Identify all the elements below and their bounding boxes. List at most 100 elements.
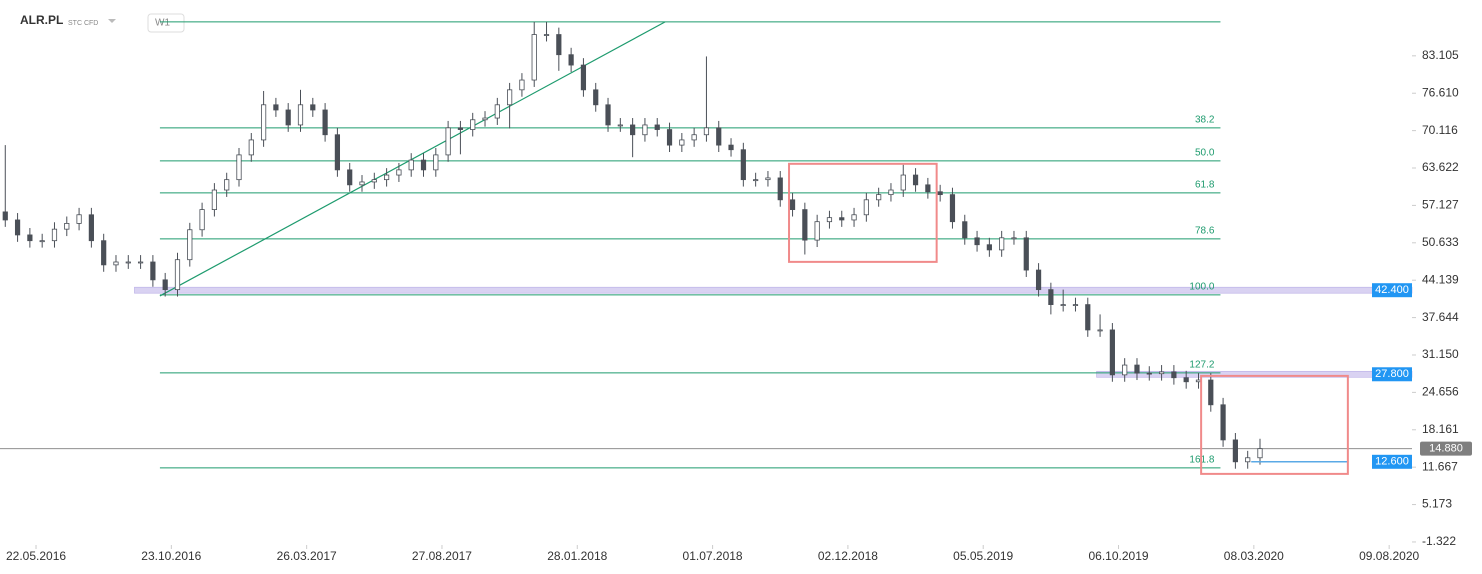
interval: W1 <box>155 18 170 29</box>
y-tick-label: 5.173 <box>1422 497 1452 511</box>
candle-body <box>556 34 562 56</box>
candle-body <box>297 104 304 126</box>
x-tick-label: 26.03.2017 <box>277 549 337 563</box>
candle-body <box>1208 379 1214 406</box>
candle-body <box>322 109 328 136</box>
candle-body <box>851 214 857 221</box>
candle-body <box>334 134 341 171</box>
candle-body <box>248 139 254 156</box>
candle-body <box>310 104 316 111</box>
candle-body <box>1085 304 1091 331</box>
symbol: ALR.PL <box>20 13 63 27</box>
candle-body <box>1232 439 1238 463</box>
candle-body <box>51 228 58 242</box>
candle-body <box>839 217 845 221</box>
candle-body <box>888 189 894 196</box>
candle-body <box>1060 304 1066 307</box>
candle-body <box>1035 269 1042 291</box>
market: STC CFD <box>68 20 98 27</box>
candle-body <box>396 169 402 176</box>
candle-body <box>359 181 365 186</box>
candle-body <box>199 209 205 231</box>
fib-label: 38.2 <box>1195 114 1215 125</box>
candle-body <box>703 127 710 136</box>
x-tick-label: 09.08.2020 <box>1359 549 1419 563</box>
x-tick-label: 02.12.2018 <box>818 549 878 563</box>
candle-body <box>137 261 144 264</box>
candle-body <box>1195 379 1202 383</box>
candle-body <box>408 159 414 171</box>
candle-body <box>974 237 980 246</box>
y-tick-label: -1.322 <box>1422 534 1456 548</box>
candle-body <box>962 221 968 239</box>
candle-body <box>1134 364 1140 374</box>
candle-body <box>113 261 119 266</box>
y-tick-label: 18.161 <box>1422 422 1459 436</box>
candle-body <box>150 261 156 281</box>
candle-body <box>507 89 513 106</box>
candle-body <box>64 223 70 230</box>
candle-body <box>14 219 21 236</box>
candle-body <box>433 154 439 171</box>
x-tick-label: 06.10.2019 <box>1088 549 1148 563</box>
candle-body <box>125 261 131 264</box>
fib-label: 78.6 <box>1195 225 1215 236</box>
y-tick-label: 24.656 <box>1422 385 1459 399</box>
candle-body <box>802 209 808 241</box>
candle-body <box>2 211 8 221</box>
candle-body <box>1158 371 1165 375</box>
candle-body <box>457 127 464 130</box>
candle-body <box>174 259 181 291</box>
candle-body <box>187 229 193 261</box>
candle-body <box>260 104 267 141</box>
candle-body <box>925 184 931 193</box>
price-tag-label: 12.600 <box>1375 456 1409 468</box>
candle-body <box>937 191 943 196</box>
highlight-box <box>788 162 938 263</box>
interval-button[interactable] <box>147 13 185 33</box>
candle-body <box>728 144 734 151</box>
price-tag-label: 27.800 <box>1375 368 1409 380</box>
y-tick-label: 44.139 <box>1422 272 1459 286</box>
candle-body <box>814 221 820 241</box>
candle-body <box>1183 377 1189 383</box>
candle-body <box>285 109 291 126</box>
candle-body <box>162 279 168 291</box>
x-tick-label: 27.08.2017 <box>412 549 472 563</box>
candle-body <box>531 34 537 81</box>
candle-body <box>580 64 587 91</box>
candle-body <box>445 127 451 156</box>
last-price-tag <box>1420 441 1472 456</box>
x-tick-label: 22.05.2016 <box>6 549 66 563</box>
highlight-box <box>1200 374 1349 475</box>
candle-body <box>999 237 1005 251</box>
candle-body <box>1257 448 1263 459</box>
fib-label: 61.8 <box>1195 179 1215 190</box>
candle-body <box>1122 364 1128 376</box>
price-tag <box>1372 367 1412 382</box>
candle-body <box>642 124 648 136</box>
y-tick-label: 31.150 <box>1422 347 1459 361</box>
x-tick-label: 08.03.2020 <box>1224 549 1284 563</box>
candle-body <box>236 154 242 181</box>
candle-body <box>384 174 390 181</box>
candle-body <box>1146 372 1152 375</box>
price-tag <box>1372 283 1412 298</box>
candle-body <box>1097 329 1103 332</box>
dropdown-icon[interactable] <box>108 19 116 23</box>
x-tick-label: 23.10.2016 <box>141 549 201 563</box>
price-tag <box>1372 454 1412 469</box>
candle-body <box>519 79 525 91</box>
trend-line <box>159 21 666 297</box>
y-tick-label: 37.644 <box>1422 310 1459 324</box>
candle-body <box>949 194 956 223</box>
candle-body <box>1245 457 1251 463</box>
candle-body <box>1072 304 1079 307</box>
candle-body <box>470 119 476 130</box>
candle-body <box>420 159 427 171</box>
price-tag-label: 42.400 <box>1375 284 1409 296</box>
candle-body <box>753 179 759 182</box>
candle-body <box>1109 329 1115 376</box>
candle-body <box>716 127 722 146</box>
